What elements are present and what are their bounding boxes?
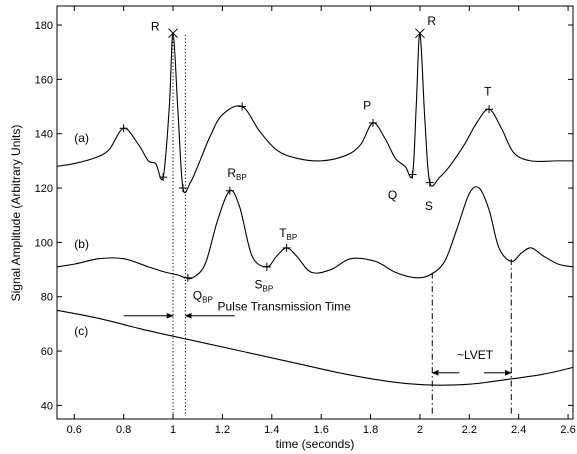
point-label-9: SBP — [255, 278, 274, 294]
x-tick-label-1: 0.6 — [67, 424, 82, 436]
marker-plus-11 — [183, 273, 192, 282]
x-axis-label: time (seconds) — [276, 437, 355, 451]
marker-plus-7 — [369, 118, 378, 127]
marker-plus-12 — [225, 186, 234, 195]
marker-plus-10 — [485, 105, 494, 114]
marker-plus-6 — [238, 102, 247, 111]
point-label-3: P — [363, 98, 371, 112]
x-tick-label-9: 2.2 — [462, 424, 477, 436]
y-tick-label-4: 100 — [35, 237, 53, 249]
y-tick-label-8: 180 — [35, 20, 53, 32]
y-tick-label-2: 60 — [41, 346, 53, 358]
marker-plus-9 — [425, 178, 434, 187]
point-label-10: TBP — [279, 226, 297, 242]
x-tick-label-6: 1.6 — [314, 424, 329, 436]
x-tick-label-11: 2.6 — [560, 424, 575, 436]
series-layer — [57, 32, 573, 386]
marker-plus-13 — [262, 262, 271, 271]
point-label-6: S — [425, 199, 433, 213]
trace-label-1: (a) — [74, 131, 89, 145]
marker-layer — [119, 28, 494, 282]
x-tick-label-10: 2.4 — [511, 424, 526, 436]
marker-x-1 — [168, 28, 178, 39]
x-tick-label-3: 1 — [170, 424, 176, 436]
point-label-5: Q — [388, 188, 397, 202]
y-tick-label-6: 140 — [35, 129, 53, 141]
axes-layer: 0.6 0.8 1 1.2 1.4 1.6 1.8 2 2.2 2.4 2.6 40 60 80 100 12… — [35, 5, 576, 436]
y-tick-label-3: 80 — [41, 292, 53, 304]
annotation-2: ~LVET — [457, 348, 494, 362]
label-layer: R R P T Q S RBP QBP SBP TBP (a) (b) (c) Pulse Transmi… — [74, 14, 493, 362]
point-label-4: T — [484, 85, 492, 99]
series-line-2 — [57, 186, 573, 280]
marker-x-2 — [415, 28, 425, 39]
y-tick-label-5: 120 — [35, 183, 53, 195]
series-line-3 — [57, 309, 573, 386]
point-label-2: R — [427, 14, 436, 28]
marker-plus-14 — [282, 243, 291, 252]
point-label-7: RBP — [227, 166, 246, 182]
marker-plus-5 — [178, 184, 187, 193]
marker-plus-3 — [119, 124, 128, 133]
marker-plus-8 — [408, 170, 417, 179]
x-tick-label-4: 1.2 — [215, 424, 230, 436]
marker-plus-4 — [159, 173, 168, 182]
guide-layer — [123, 33, 512, 414]
plot-frame — [56, 5, 574, 420]
y-axis-label: Signal Amplitude (Arbitrary Units) — [9, 125, 23, 302]
point-label-8: QBP — [193, 288, 213, 304]
trace-label-3: (c) — [74, 324, 88, 338]
y-tick-label-1: 40 — [41, 400, 53, 412]
series-line-1 — [57, 32, 573, 194]
x-tick-label-8: 2 — [417, 424, 423, 436]
trace-label-2: (b) — [74, 237, 89, 251]
y-tick-label-7: 160 — [35, 74, 53, 86]
point-label-1: R — [151, 19, 160, 33]
annotation-1: Pulse Transmission Time — [217, 299, 351, 313]
x-tick-label-7: 1.8 — [363, 424, 378, 436]
x-tick-label-5: 1.4 — [264, 424, 279, 436]
x-tick-label-2: 0.8 — [116, 424, 131, 436]
